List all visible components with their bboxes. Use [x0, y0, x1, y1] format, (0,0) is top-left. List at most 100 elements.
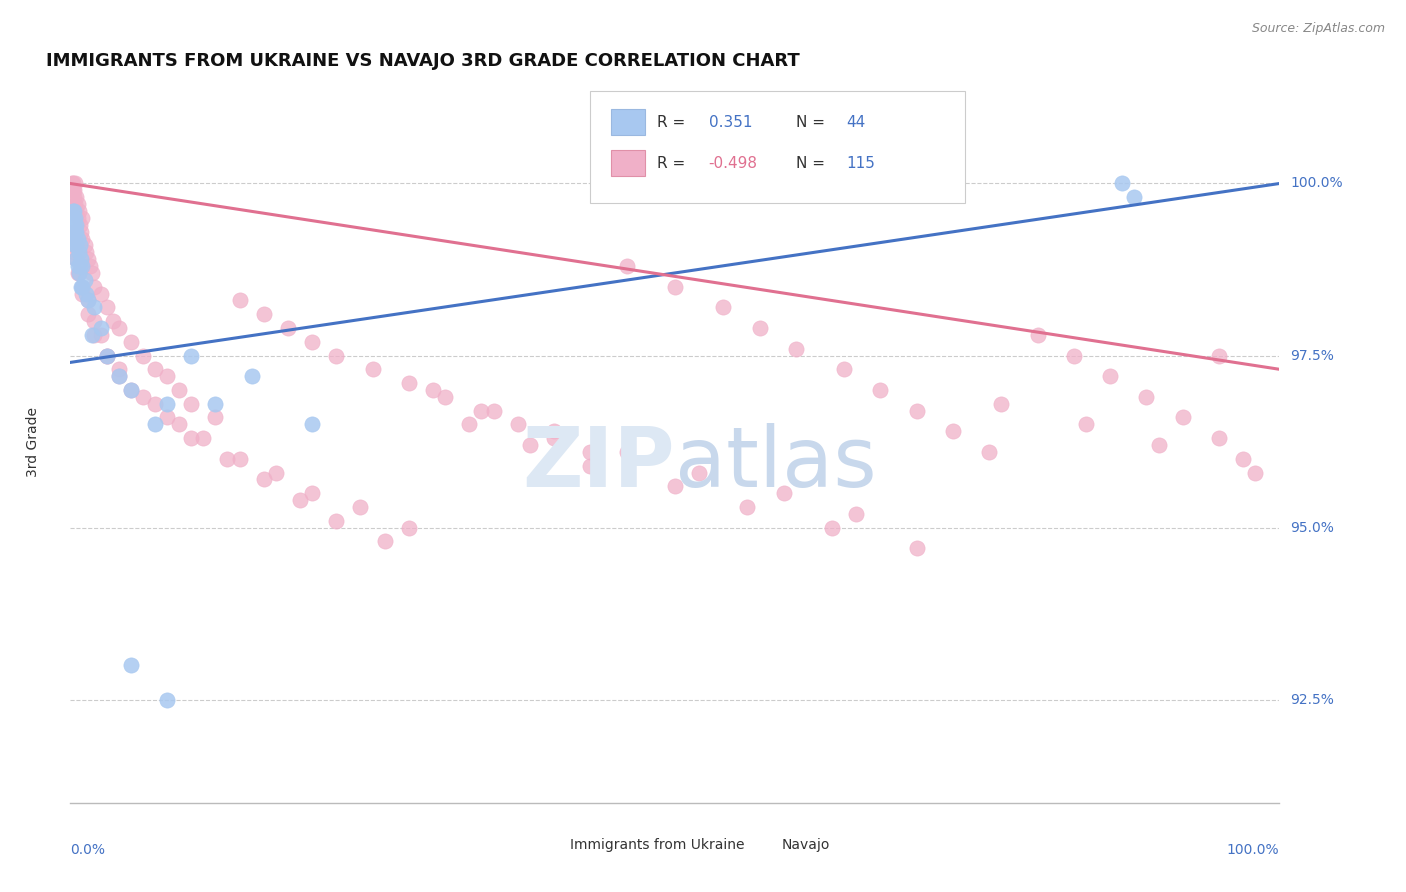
Point	[579, 445, 602, 459]
Point	[67, 266, 90, 280]
Point	[664, 279, 686, 293]
Text: ZIP: ZIP	[523, 423, 675, 504]
Point	[120, 334, 142, 349]
Point	[288, 493, 311, 508]
Text: N =: N =	[796, 115, 830, 129]
Point	[62, 183, 84, 197]
Point	[1063, 349, 1085, 363]
Point	[107, 369, 129, 384]
Point	[193, 431, 215, 445]
Point	[72, 259, 94, 273]
Point	[80, 327, 103, 342]
Text: Navajo: Navajo	[782, 838, 830, 852]
Point	[143, 417, 166, 432]
Point	[65, 204, 87, 219]
Point	[543, 424, 565, 438]
Point	[664, 479, 686, 493]
Point	[422, 383, 444, 397]
Point	[785, 342, 807, 356]
Point	[204, 397, 226, 411]
Point	[905, 403, 928, 417]
Point	[1099, 369, 1122, 384]
Point	[60, 177, 83, 191]
Point	[120, 383, 142, 397]
Point	[96, 349, 118, 363]
Point	[73, 273, 96, 287]
Point	[67, 245, 90, 260]
Text: atlas: atlas	[675, 423, 876, 504]
Point	[90, 327, 111, 342]
Point	[1171, 410, 1194, 425]
FancyBboxPatch shape	[610, 151, 645, 177]
Point	[96, 349, 118, 363]
Point	[75, 286, 97, 301]
Point	[63, 204, 86, 219]
Point	[101, 314, 124, 328]
Point	[458, 417, 481, 432]
Point	[1232, 451, 1254, 466]
Point	[65, 252, 87, 267]
Point	[156, 410, 179, 425]
Text: IMMIGRANTS FROM UKRAINE VS NAVAJO 3RD GRADE CORRELATION CHART: IMMIGRANTS FROM UKRAINE VS NAVAJO 3RD GR…	[46, 53, 800, 70]
Point	[616, 259, 638, 273]
Text: R =: R =	[657, 115, 690, 129]
Point	[180, 349, 202, 363]
Text: 3rd Grade: 3rd Grade	[27, 407, 39, 476]
Point	[72, 211, 94, 225]
Point	[66, 231, 89, 245]
Text: 115: 115	[846, 156, 876, 171]
Point	[1111, 177, 1133, 191]
Point	[60, 211, 83, 225]
Point	[688, 466, 710, 480]
Point	[63, 197, 86, 211]
Point	[301, 486, 323, 500]
Point	[711, 301, 734, 315]
Point	[301, 417, 323, 432]
Point	[506, 417, 529, 432]
Point	[228, 293, 250, 308]
Point	[1074, 417, 1097, 432]
Point	[519, 438, 541, 452]
Point	[69, 218, 91, 232]
Text: 95.0%: 95.0%	[1291, 521, 1334, 534]
Point	[83, 279, 105, 293]
Point	[156, 692, 179, 706]
Point	[277, 321, 299, 335]
Point	[301, 334, 323, 349]
Point	[63, 231, 86, 245]
Text: 0.0%: 0.0%	[70, 843, 105, 856]
Point	[63, 238, 86, 252]
Point	[67, 204, 90, 219]
Point	[942, 424, 965, 438]
Point	[905, 541, 928, 556]
Point	[228, 451, 250, 466]
Point	[204, 410, 226, 425]
Point	[543, 431, 565, 445]
Point	[67, 266, 90, 280]
FancyBboxPatch shape	[591, 91, 965, 203]
Point	[156, 397, 179, 411]
Point	[62, 211, 84, 225]
Point	[361, 362, 384, 376]
Text: N =: N =	[796, 156, 830, 171]
Point	[120, 658, 142, 673]
Point	[83, 327, 105, 342]
Point	[72, 231, 94, 245]
Point	[253, 307, 276, 321]
Point	[66, 259, 89, 273]
Point	[77, 252, 100, 267]
Point	[398, 520, 420, 534]
Point	[90, 286, 111, 301]
Point	[434, 390, 457, 404]
Point	[96, 349, 118, 363]
Point	[66, 266, 89, 280]
Text: R =: R =	[657, 156, 690, 171]
Point	[156, 369, 179, 384]
Point	[66, 211, 89, 225]
Point	[60, 218, 83, 232]
Point	[990, 397, 1012, 411]
Point	[65, 225, 87, 239]
Point	[63, 245, 86, 260]
Point	[77, 293, 100, 308]
Point	[143, 397, 166, 411]
